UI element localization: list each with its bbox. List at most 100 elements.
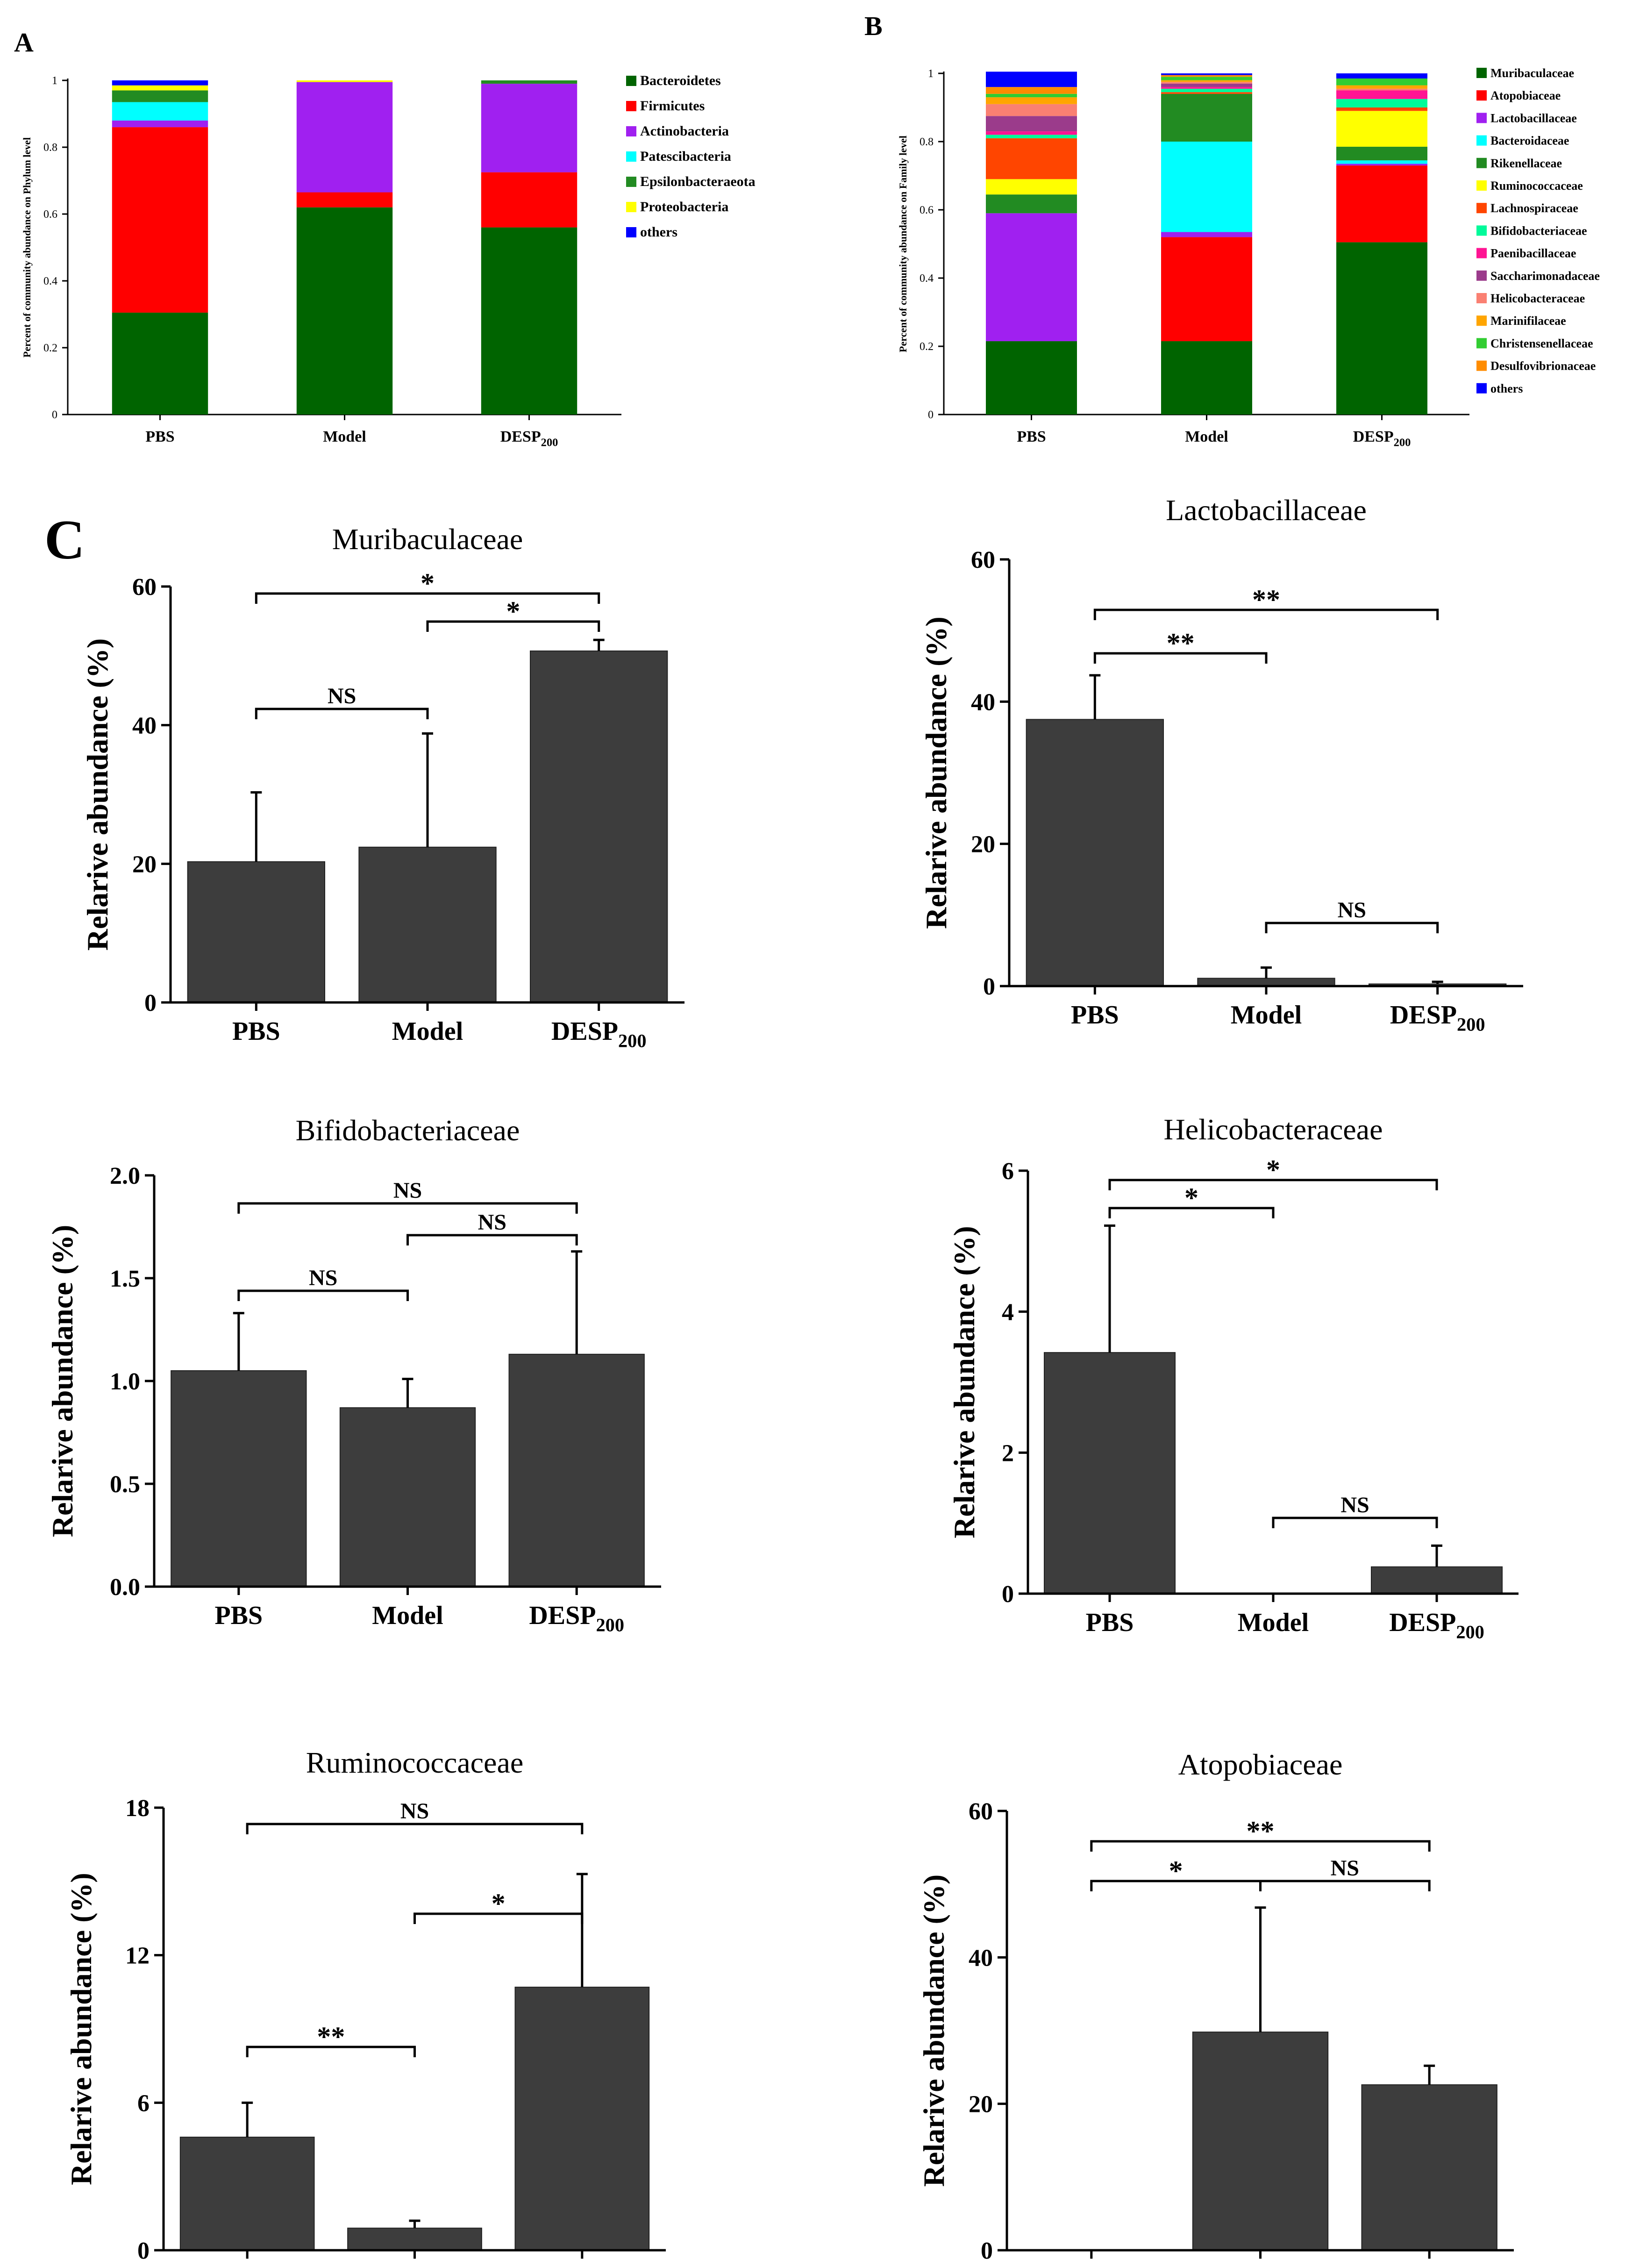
bar-segment [986, 72, 1077, 87]
legend-swatch [1476, 113, 1487, 123]
y-axis-label: Relarive abundance (%) [948, 1226, 981, 1538]
bar-segment [1161, 88, 1252, 93]
y-tick-label: 40 [969, 1945, 993, 1971]
bar-segment [1336, 165, 1427, 243]
y-tick-label: 0 [137, 2238, 150, 2264]
significance-label: ** [317, 2021, 345, 2052]
x-tick-label: DESP200 [1389, 1608, 1484, 1643]
panel-label-b: B [864, 11, 883, 41]
bar [1197, 978, 1335, 987]
x-tick-label: PBS [1086, 1608, 1134, 1637]
legend-label: Bacteroidaceae [1490, 134, 1569, 148]
x-tick-label-text: DESP [1389, 1608, 1456, 1637]
y-tick-label: 40 [971, 689, 995, 715]
legend-swatch [1476, 135, 1487, 146]
y-tick-label: 60 [969, 1798, 993, 1825]
bar-segment [986, 138, 1077, 179]
x-tick-label-text: PBS [1086, 1608, 1134, 1637]
bar-segment [296, 80, 393, 82]
significance-label: * [421, 568, 435, 599]
bar-segment [986, 131, 1077, 135]
legend-swatch [626, 177, 636, 187]
significance-bracket [414, 1912, 584, 1924]
bar-segment [1161, 92, 1252, 94]
legend-swatch [1476, 293, 1487, 303]
significance-label: NS [309, 1266, 337, 1290]
bar-segment [986, 213, 1077, 342]
significance-label: * [1184, 1182, 1198, 1213]
bar-segment [1336, 88, 1427, 91]
bar-segment [1161, 237, 1252, 342]
x-tick-label-text: Model [392, 1017, 463, 1046]
legend-swatch [1476, 315, 1487, 326]
legend-swatch [1476, 248, 1487, 258]
x-tick-label-subscript: 200 [541, 436, 558, 449]
x-tick-label-text: PBS [145, 428, 174, 445]
significance-bracket [1265, 922, 1439, 933]
bar [508, 1353, 645, 1588]
bar-segment [986, 135, 1077, 138]
x-tick-label: PBS [223, 2265, 271, 2268]
significance-bracket [1259, 1880, 1431, 1891]
x-tick-label: DESP200 [529, 1601, 624, 1636]
stacked-chart-b: 0 0.2 0.4 0.6 0.8 1 Percent of community abund… [897, 66, 1600, 449]
significance-bracket [426, 620, 600, 632]
significance-label: NS [478, 1210, 506, 1235]
bar [530, 650, 668, 1003]
bar-segment [1161, 93, 1252, 142]
bar-segment [986, 93, 1077, 98]
legend-label: Rikenellaceae [1490, 157, 1562, 170]
bar-chart-muribaculaceae: Muribaculaceae 0 20 40 60 PBS Model DESP200 Rela… [81, 522, 684, 1052]
bar-segment [1336, 85, 1427, 89]
y-axis-label: Relarive abundance (%) [920, 616, 953, 929]
bar-segment [296, 192, 393, 207]
y-tick-label: 1.5 [110, 1266, 140, 1292]
bar-segment [1336, 146, 1427, 161]
legend-swatch [626, 227, 636, 237]
x-tick-label-text: DESP [535, 2265, 601, 2268]
x-tick-label: Model [372, 1601, 443, 1630]
significance-bracket [246, 1823, 584, 1834]
y-tick-label: 0 [144, 990, 157, 1016]
x-tick-label-text: PBS [232, 1017, 280, 1046]
bar-segment [986, 116, 1077, 132]
bar-chart-bifidobacteriaceae: Bifidobacteriaceae 0.0 0.5 1.0 1.5 2.0 PBS Mode… [46, 1114, 661, 1636]
significance-bracket [1108, 1179, 1438, 1190]
bar-segment [112, 80, 208, 86]
bar-segment [1336, 242, 1427, 415]
bar [514, 1987, 650, 2251]
y-tick-label: 20 [971, 831, 995, 858]
legend-label: Epsilonbacteraeota [640, 174, 756, 189]
bar-segment [296, 207, 393, 415]
x-tick-label: PBS [1067, 2265, 1115, 2268]
x-tick-label: DESP200 [535, 2265, 630, 2268]
bar [1192, 2032, 1329, 2251]
x-tick-label: Model [379, 2265, 450, 2268]
y-tick-label: 1 [928, 68, 934, 80]
legend-swatch [626, 76, 636, 86]
x-tick-label-text: Model [1185, 428, 1228, 445]
bar-segment [296, 82, 393, 193]
bar-segment [1336, 111, 1427, 147]
y-axis-label: Relarive abundance (%) [917, 1874, 950, 2187]
chart-title: Muribaculaceae [332, 522, 523, 556]
x-tick-label-text: PBS [1017, 428, 1046, 445]
legend-label: Firmicutes [640, 98, 705, 114]
y-tick-label: 6 [137, 2090, 150, 2117]
x-tick-label-text: Model [379, 2265, 450, 2268]
bar-segment [986, 179, 1077, 195]
x-tick-label: DESP200 [551, 1017, 647, 1052]
x-tick-label-subscript: 200 [618, 1030, 646, 1052]
bar-segment [112, 85, 208, 91]
y-tick-label: 0.4 [43, 275, 57, 287]
legend-label: Patescibacteria [640, 149, 731, 164]
bar [1361, 2084, 1497, 2251]
x-tick-label: DESP200 [1390, 1001, 1485, 1035]
legend-label: Saccharimonadaceae [1490, 269, 1600, 283]
y-axis-label: Relarive abundance (%) [46, 1225, 79, 1537]
x-tick-label: Model [323, 428, 366, 445]
y-axis-label: Percent of community abundance on Phylum… [21, 137, 33, 358]
chart-title: Atopobiaceae [1178, 1748, 1343, 1781]
x-tick-label-text: PBS [223, 2265, 271, 2268]
x-tick-label-text: Model [323, 428, 366, 445]
